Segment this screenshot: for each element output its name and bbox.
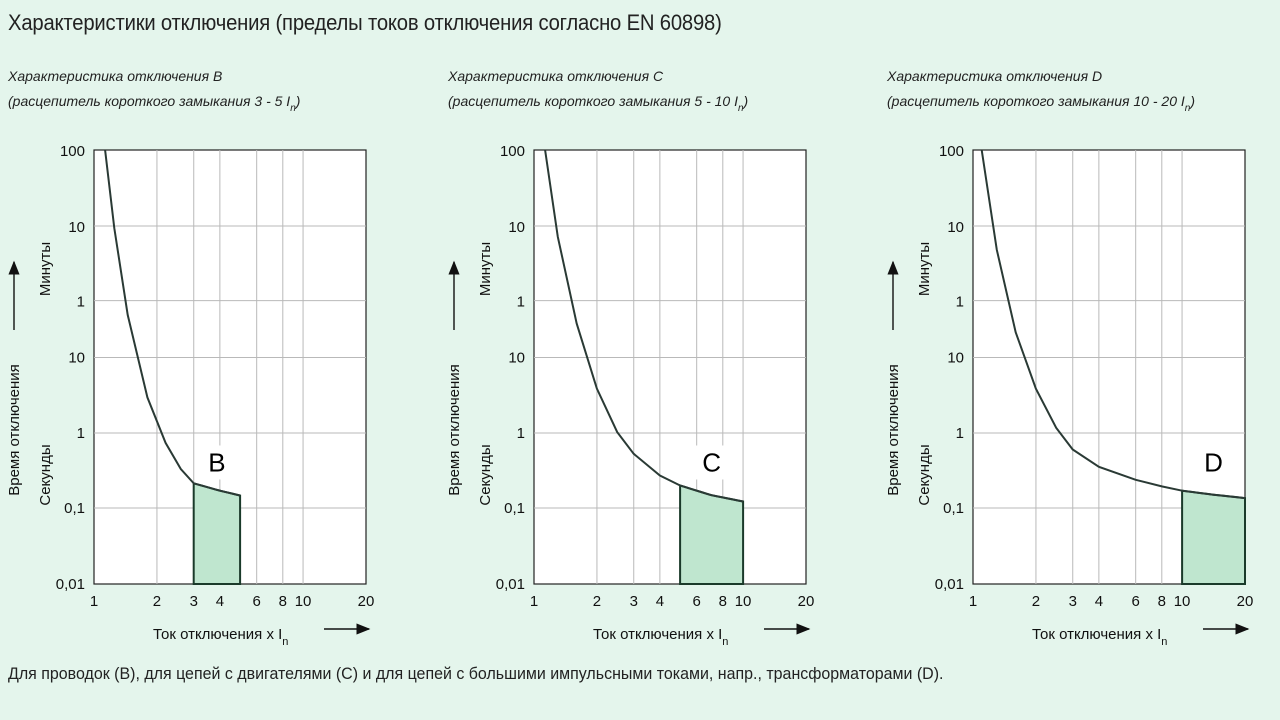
chart-title: Характеристика отключения C	[447, 68, 664, 84]
y-tick-label-minutes: 100	[500, 143, 525, 160]
chart-trip-characteristic-c: Характеристика отключения C (расцепитель …	[446, 68, 814, 648]
y-tick-label-seconds: 0,1	[504, 500, 525, 517]
y-axis-label: Время отключения	[446, 364, 463, 496]
chart-trip-characteristic-b: Характеристика отключения B (расцепитель …	[6, 68, 374, 648]
subtitle-main: (расцепитель короткого замыкания 5 - 10 …	[448, 93, 738, 109]
x-tick-label: 2	[153, 593, 161, 610]
y-axis-label-seconds: Секунды	[37, 444, 54, 505]
trip-zone-d	[1181, 489, 1246, 585]
y-tick-label-seconds: 0,1	[943, 500, 964, 517]
subtitle-subscript: n	[738, 103, 744, 114]
x-tick-label: 6	[693, 593, 701, 610]
x-axis-label: Ток отключения x In	[153, 626, 288, 648]
x-tick-label: 20	[358, 593, 375, 610]
x-tick-label: 4	[1095, 593, 1103, 610]
page-title: Характеристики отключения (пределы токов…	[8, 10, 722, 35]
zone-label: B	[208, 447, 225, 477]
x-tick-label: 8	[1158, 593, 1166, 610]
x-tick-label: 4	[216, 593, 224, 610]
chart-title: Характеристика отключения B	[7, 68, 222, 84]
y-axis-label-minutes: Минуты	[37, 242, 54, 296]
x-axis-label-main: Ток отключения x I	[153, 626, 282, 643]
x-tick-label: 4	[656, 593, 664, 610]
y-axis-label-seconds: Секунды	[916, 444, 933, 505]
zone-label-box	[1197, 445, 1230, 480]
y-tick-label-seconds: 0,1	[64, 500, 85, 517]
chart-subtitle: (расцепитель короткого замыкания 5 - 10 …	[448, 93, 748, 114]
trip-curve	[980, 149, 1246, 500]
y-axis-label-minutes: Минуты	[916, 242, 933, 296]
x-tick-label: 2	[593, 593, 601, 610]
y-axis-label: Время отключения	[6, 364, 23, 496]
chart-subtitle: (расцепитель короткого замыкания 3 - 5 I…	[8, 93, 300, 114]
x-tick-label: 20	[1237, 593, 1254, 610]
y-tick-label-seconds: 10	[68, 349, 85, 366]
x-axis-label: Ток отключения x In	[1032, 626, 1167, 648]
x-axis-label-subscript: n	[282, 636, 288, 648]
x-tick-label: 1	[90, 593, 98, 610]
y-axis-label-minutes: Минуты	[477, 242, 494, 296]
y-tick-label-minutes: 10	[508, 219, 525, 236]
subtitle-main: (расцепитель короткого замыкания 3 - 5 I	[8, 93, 290, 109]
x-tick-label: 20	[798, 593, 815, 610]
x-axis-label-main: Ток отключения x I	[1032, 626, 1161, 643]
y-tick-label-seconds: 0,01	[56, 576, 85, 593]
trip-curve	[104, 149, 241, 497]
chart-trip-characteristic-d: Характеристика отключения D (расцепитель …	[885, 68, 1253, 648]
y-axis-label-seconds: Секунды	[477, 444, 494, 505]
y-tick-label-seconds: 1	[956, 425, 964, 442]
x-tick-label: 10	[295, 593, 312, 610]
x-tick-label: 6	[1132, 593, 1140, 610]
x-tick-label: 3	[630, 593, 638, 610]
trip-zone-b	[192, 481, 242, 585]
y-tick-label-minutes: 1	[517, 294, 525, 311]
x-tick-label: 8	[719, 593, 727, 610]
y-tick-label-minutes: 100	[60, 143, 85, 160]
x-tick-label: 10	[735, 593, 752, 610]
x-tick-label: 6	[253, 593, 261, 610]
subtitle-close: )	[742, 93, 749, 109]
x-tick-label: 10	[1174, 593, 1191, 610]
subtitle-subscript: n	[290, 103, 296, 114]
zone-label: D	[1204, 447, 1223, 477]
y-tick-label-minutes: 1	[77, 294, 85, 311]
y-tick-label-minutes: 1	[956, 294, 964, 311]
x-tick-label: 2	[1032, 593, 1040, 610]
x-tick-label: 3	[1069, 593, 1077, 610]
x-tick-label: 3	[190, 593, 198, 610]
subtitle-close: )	[1188, 93, 1195, 109]
x-axis-label-main: Ток отключения x I	[593, 626, 722, 643]
y-tick-label-seconds: 0,01	[496, 576, 525, 593]
subtitle-subscript: n	[1185, 103, 1191, 114]
y-axis-label: Время отключения	[885, 364, 902, 496]
y-tick-label-minutes: 10	[68, 219, 85, 236]
chart-subtitle: (расцепитель короткого замыкания 10 - 20…	[887, 93, 1195, 114]
plot-area	[533, 149, 807, 585]
x-axis-label: Ток отключения x In	[593, 626, 728, 648]
y-tick-label-seconds: 10	[508, 349, 525, 366]
y-tick-label-seconds: 1	[77, 425, 85, 442]
x-tick-label: 1	[969, 593, 977, 610]
y-tick-label-seconds: 0,01	[935, 576, 964, 593]
zone-label-box	[200, 445, 233, 480]
trip-curve	[544, 149, 744, 503]
x-tick-label: 8	[279, 593, 287, 610]
subtitle-main: (расцепитель короткого замыкания 10 - 20…	[887, 93, 1185, 109]
zone-label-box	[695, 445, 728, 480]
x-axis-label-subscript: n	[1161, 636, 1167, 648]
y-tick-label-minutes: 100	[939, 143, 964, 160]
x-tick-label: 1	[530, 593, 538, 610]
x-axis-label-subscript: n	[722, 636, 728, 648]
y-tick-label-minutes: 10	[947, 219, 964, 236]
zone-label: C	[702, 447, 721, 477]
chart-title: Характеристика отключения D	[886, 68, 1102, 84]
y-tick-label-seconds: 1	[517, 425, 525, 442]
y-tick-label-seconds: 10	[947, 349, 964, 366]
subtitle-close: )	[294, 93, 301, 109]
footer-note: Для проводок (B), для цепей с двигателям…	[8, 664, 944, 683]
